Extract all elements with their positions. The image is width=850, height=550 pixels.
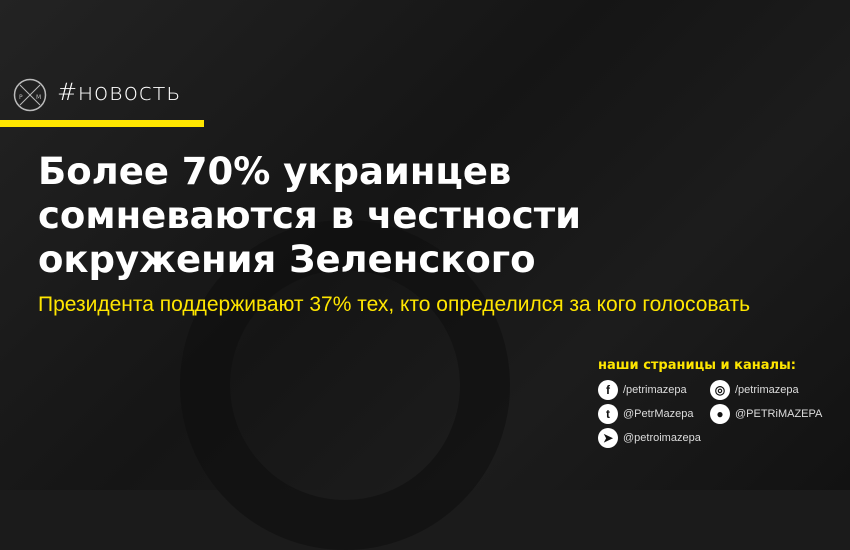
headline-line: окружения Зеленского — [38, 238, 536, 281]
accent-bar — [0, 120, 204, 127]
facebook-icon: f — [598, 380, 618, 400]
social-label: @PetrMazepa — [623, 408, 694, 420]
twitter-icon: t — [598, 404, 618, 424]
social-label: /petrimazepa — [735, 384, 799, 396]
headline-line: Более 70% украинцев — [38, 150, 512, 193]
headline-line: сомневаются в честности — [38, 194, 582, 237]
social-label: @PETRiMAZEPA — [735, 408, 823, 420]
subtitle: Президента поддерживают 37% тех, кто опр… — [38, 293, 751, 316]
news-tag: #новость — [57, 78, 181, 106]
social-instagram[interactable]: ◎ /petrimazepa — [710, 380, 799, 400]
reddit-icon: ● — [710, 404, 730, 424]
telegram-icon: ➤ — [598, 428, 618, 448]
svg-text:P: P — [19, 94, 23, 101]
social-telegram[interactable]: ➤ @petroimazepa — [598, 428, 701, 448]
social-label: @petroimazepa — [623, 432, 701, 444]
headline: Более 70% украинцев сомневаются в честно… — [38, 150, 581, 282]
social-facebook[interactable]: f/petrimazepa — [598, 380, 687, 400]
social-heading: наши страницы и каналы: — [598, 358, 796, 373]
social-reddit[interactable]: ● @PETRiMAZEPA — [710, 404, 822, 424]
social-twitter[interactable]: t @PetrMazepa — [598, 404, 693, 424]
svg-text:M: M — [36, 94, 41, 101]
social-label: /petrimazepa — [623, 384, 687, 396]
instagram-icon: ◎ — [710, 380, 730, 400]
